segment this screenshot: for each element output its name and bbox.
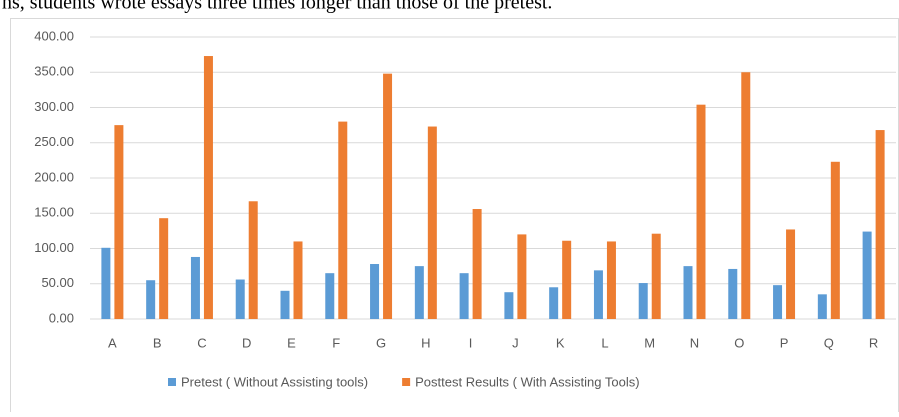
y-tick-label: 0.00 (49, 310, 74, 325)
x-tick-label: H (421, 335, 430, 350)
x-tick-label: A (108, 335, 117, 350)
y-tick-label: 100.00 (34, 240, 74, 255)
x-tick-label: N (690, 335, 699, 350)
x-tick-label: R (869, 335, 878, 350)
x-tick-label: K (556, 335, 565, 350)
x-tick-label: D (242, 335, 251, 350)
bar (325, 273, 335, 319)
bar (517, 234, 527, 319)
bar (683, 266, 693, 319)
bar (280, 290, 290, 319)
bar (817, 294, 827, 319)
x-tick-label: L (601, 335, 608, 350)
bar (101, 247, 111, 319)
bar (370, 264, 380, 319)
legend-swatch (402, 378, 411, 386)
bar (414, 266, 424, 319)
bar (606, 241, 616, 319)
y-tick-label: 50.00 (41, 275, 74, 290)
x-tick-label: E (287, 335, 296, 350)
bar (427, 126, 437, 319)
x-tick-label: G (376, 335, 386, 350)
bar (728, 268, 738, 319)
bar (472, 209, 482, 319)
bar (786, 229, 796, 319)
bar (741, 72, 751, 319)
y-tick-label: 400.00 (34, 28, 74, 43)
bar (383, 73, 393, 319)
legend-swatch (168, 378, 176, 386)
bar (773, 285, 783, 319)
x-tick-label: O (734, 335, 744, 350)
bar (549, 287, 559, 319)
x-tick-label: Q (824, 335, 834, 350)
bar (190, 256, 200, 319)
bar (248, 201, 258, 319)
bar (504, 292, 514, 319)
bar (338, 121, 348, 319)
bar (638, 283, 648, 319)
x-tick-label: I (469, 335, 473, 350)
x-tick-label: F (332, 335, 340, 350)
bar (830, 161, 840, 319)
bar (146, 280, 156, 319)
bar (235, 279, 245, 319)
y-tick-label: 350.00 (34, 64, 74, 79)
bar (114, 125, 124, 319)
chart-border (10, 18, 899, 417)
y-tick-label: 200.00 (34, 169, 74, 184)
context-text: ns, students wrote essays three times lo… (2, 0, 552, 14)
bar (459, 273, 469, 319)
bar (293, 241, 303, 319)
bar (862, 231, 872, 319)
y-tick-label: 250.00 (34, 134, 74, 149)
x-tick-label: J (512, 335, 519, 350)
bar (875, 130, 885, 319)
y-tick-label: 300.00 (34, 99, 74, 114)
bar (562, 240, 572, 319)
x-tick-label: B (153, 335, 162, 350)
x-tick-label: C (197, 335, 206, 350)
legend-label: Pretest ( Without Assisting tools) (181, 374, 368, 389)
bar (203, 56, 213, 319)
y-tick-label: 150.00 (34, 205, 74, 220)
bar (651, 233, 661, 319)
x-tick-label: M (644, 335, 655, 350)
bar (696, 104, 706, 320)
x-tick-label: P (780, 335, 789, 350)
bar (593, 270, 603, 319)
legend-label: Posttest Results ( With Assisting Tools) (415, 374, 639, 389)
bar (159, 218, 169, 319)
